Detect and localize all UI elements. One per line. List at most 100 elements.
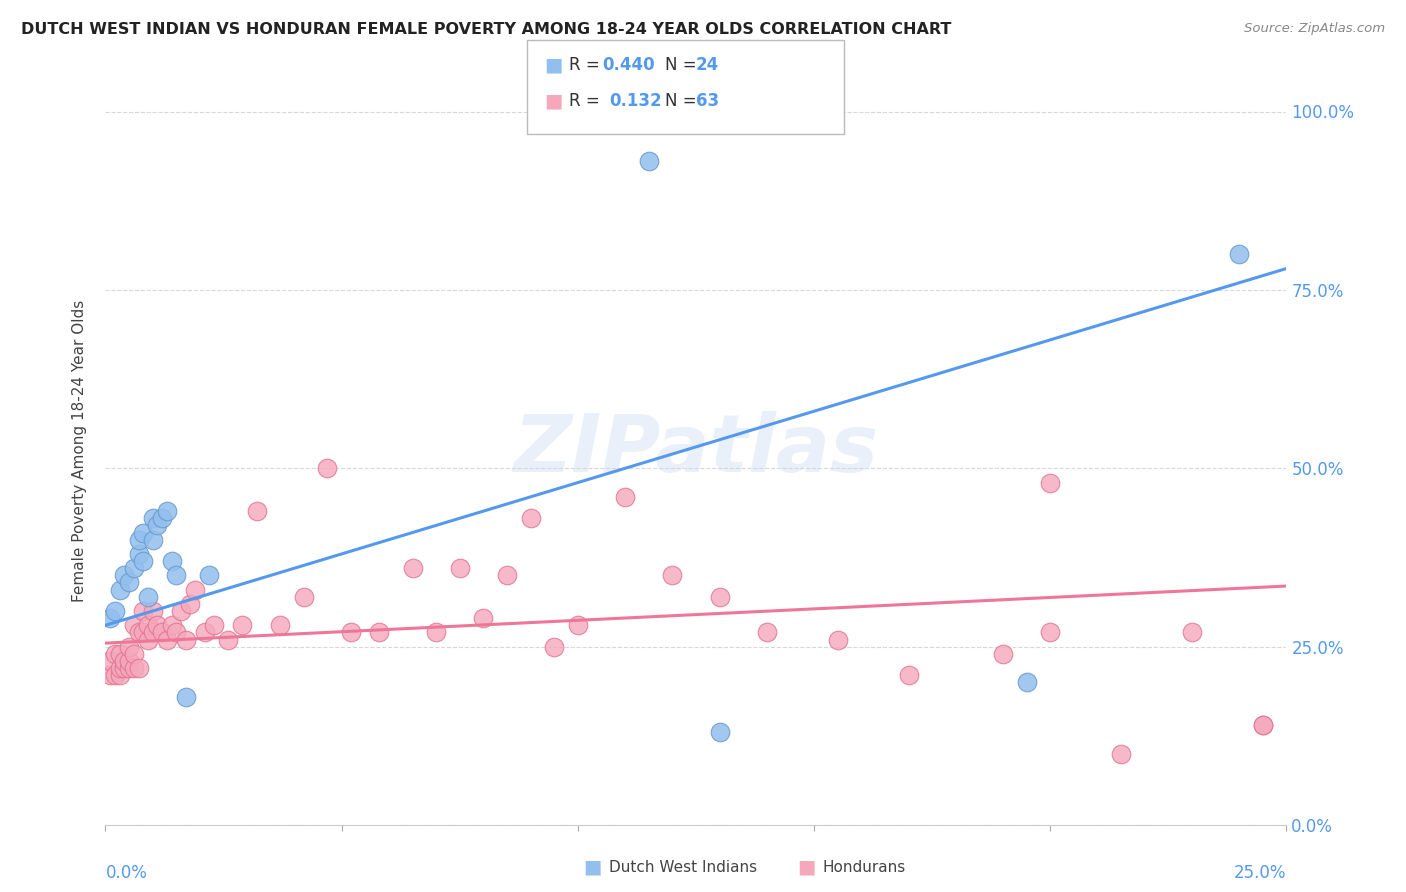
Point (128, 661, 150, 675)
Text: ■: ■ (544, 91, 562, 111)
Text: ■: ■ (583, 857, 602, 877)
Point (1039, 625, 1062, 640)
Text: 24: 24 (696, 56, 720, 74)
Point (425, 625, 447, 640)
Point (118, 640, 141, 654)
Point (217, 632, 239, 647)
Point (1251, 718, 1274, 732)
Text: 0.132: 0.132 (609, 92, 661, 110)
Point (132, 554, 155, 568)
Point (128, 547, 150, 561)
Point (142, 625, 165, 640)
Point (118, 654, 141, 668)
Text: Dutch West Indians: Dutch West Indians (609, 860, 756, 874)
Point (231, 618, 253, 632)
Text: 25.0%: 25.0% (1234, 864, 1286, 882)
Point (1109, 747, 1132, 761)
Point (118, 661, 141, 675)
Text: R =: R = (569, 92, 606, 110)
Point (1039, 475, 1062, 490)
Point (368, 625, 391, 640)
Point (202, 618, 225, 632)
Point (661, 568, 683, 582)
Point (108, 647, 131, 661)
Point (543, 640, 565, 654)
Point (132, 525, 155, 540)
Point (269, 618, 291, 632)
Point (108, 582, 131, 597)
Point (827, 632, 849, 647)
Point (160, 618, 183, 632)
Point (246, 504, 269, 518)
Text: 63: 63 (696, 92, 718, 110)
Point (104, 668, 127, 682)
Point (316, 461, 339, 475)
Point (472, 611, 495, 625)
Point (156, 632, 179, 647)
Point (122, 661, 145, 675)
Point (567, 618, 589, 632)
Point (165, 625, 187, 640)
Point (122, 561, 145, 575)
Point (146, 518, 169, 533)
Point (136, 618, 159, 632)
Point (112, 568, 135, 582)
Point (128, 625, 150, 640)
Point (991, 647, 1014, 661)
Text: DUTCH WEST INDIAN VS HONDURAN FEMALE POVERTY AMONG 18-24 YEAR OLDS CORRELATION C: DUTCH WEST INDIAN VS HONDURAN FEMALE POV… (21, 22, 952, 37)
Point (449, 561, 471, 575)
Point (108, 668, 131, 682)
Text: Source: ZipAtlas.com: Source: ZipAtlas.com (1244, 22, 1385, 36)
Point (709, 590, 731, 604)
Point (122, 647, 145, 661)
Point (174, 632, 197, 647)
Point (142, 604, 165, 618)
Point (132, 604, 155, 618)
Text: 0.440: 0.440 (602, 56, 654, 74)
Point (179, 597, 201, 611)
Point (104, 647, 127, 661)
Point (165, 568, 187, 582)
Point (174, 690, 197, 704)
Point (132, 625, 155, 640)
Point (128, 533, 150, 547)
Point (98, 654, 121, 668)
Point (136, 632, 159, 647)
Point (108, 661, 131, 675)
Point (104, 604, 127, 618)
Point (198, 568, 221, 582)
Point (614, 490, 637, 504)
Point (112, 654, 135, 668)
Point (118, 575, 141, 590)
Text: 0.0%: 0.0% (105, 864, 148, 882)
Text: N =: N = (665, 56, 702, 74)
Point (170, 604, 193, 618)
Point (401, 561, 423, 575)
Point (142, 511, 165, 525)
Point (122, 618, 145, 632)
Point (146, 618, 169, 632)
Text: Hondurans: Hondurans (823, 860, 905, 874)
Point (142, 533, 165, 547)
Point (150, 625, 173, 640)
Point (98, 611, 121, 625)
Point (184, 582, 207, 597)
Point (1181, 625, 1204, 640)
Point (112, 661, 135, 675)
Point (194, 625, 217, 640)
Y-axis label: Female Poverty Among 18-24 Year Olds: Female Poverty Among 18-24 Year Olds (72, 300, 87, 601)
Point (637, 154, 659, 169)
Point (897, 668, 920, 682)
Point (340, 625, 363, 640)
Point (519, 511, 541, 525)
Text: R =: R = (569, 56, 606, 74)
Text: ■: ■ (544, 55, 562, 75)
Text: N =: N = (665, 92, 702, 110)
Point (1015, 675, 1038, 690)
Point (1227, 247, 1250, 261)
Point (98, 668, 121, 682)
Text: ■: ■ (797, 857, 815, 877)
Text: ZIPatlas: ZIPatlas (513, 411, 879, 490)
Point (292, 590, 315, 604)
Point (136, 590, 159, 604)
